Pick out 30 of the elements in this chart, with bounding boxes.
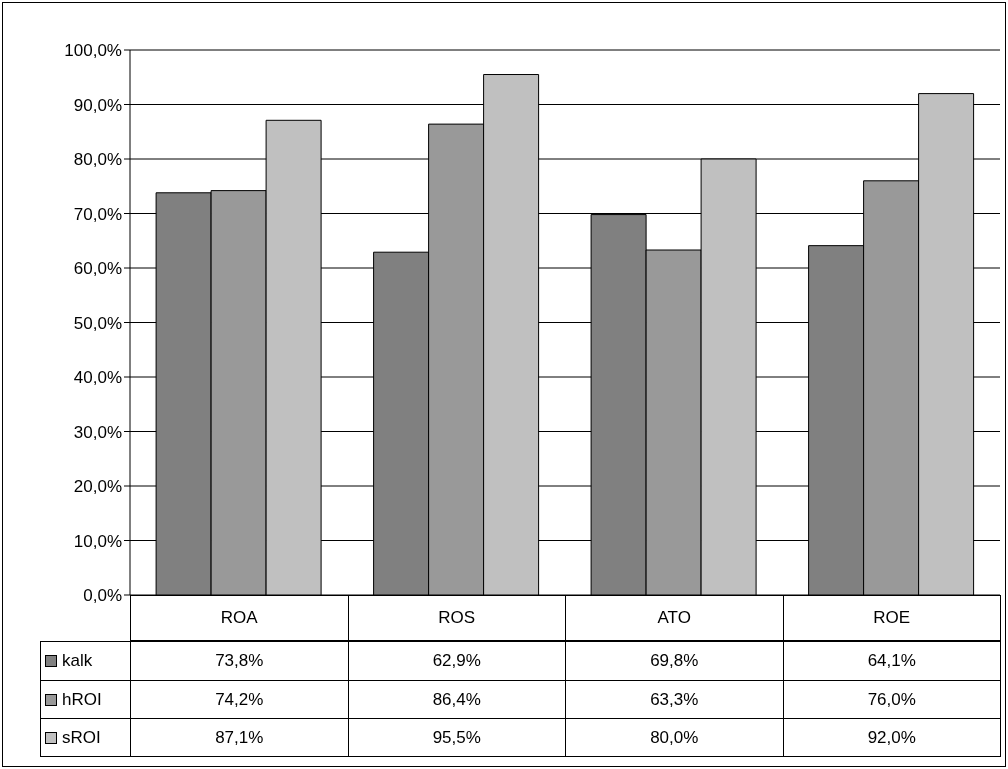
legend-label: hROI	[62, 689, 102, 710]
y-tick-label: 10,0%	[73, 531, 122, 551]
y-tick-label: 80,0%	[73, 150, 122, 170]
y-tick-label: 70,0%	[73, 204, 122, 224]
legend-label: sROI	[62, 727, 101, 748]
data-label: 92,0%	[782, 718, 1001, 757]
data-label: 73,8%	[130, 641, 349, 681]
y-tick-label: 30,0%	[73, 422, 122, 442]
data-label: 95,5%	[347, 718, 566, 757]
y-tick-label: 40,0%	[73, 368, 122, 388]
data-label: 86,4%	[347, 680, 566, 719]
y-tick-label: 60,0%	[73, 259, 122, 279]
data-label: 64,1%	[782, 641, 1001, 681]
data-label: 80,0%	[565, 718, 784, 757]
y-tick-label: 0,0%	[83, 586, 122, 606]
data-label: 62,9%	[347, 641, 566, 681]
data-label: 63,3%	[565, 680, 784, 719]
data-label: 74,2%	[130, 680, 349, 719]
legend-label: kalk	[62, 651, 93, 671]
y-tick-label: 100,0%	[64, 41, 122, 61]
x-tick-label: ROS	[347, 595, 566, 641]
y-tick-label: 50,0%	[73, 313, 122, 333]
data-label: 69,8%	[565, 641, 784, 681]
x-tick-label: ROE	[782, 595, 1001, 641]
y-tick-label: 90,0%	[73, 95, 122, 115]
data-label: 76,0%	[782, 680, 1001, 719]
x-tick-label: ATO	[565, 595, 784, 641]
data-label: 87,1%	[130, 718, 349, 757]
x-tick-label: ROA	[130, 595, 349, 641]
y-tick-label: 20,0%	[73, 477, 122, 497]
